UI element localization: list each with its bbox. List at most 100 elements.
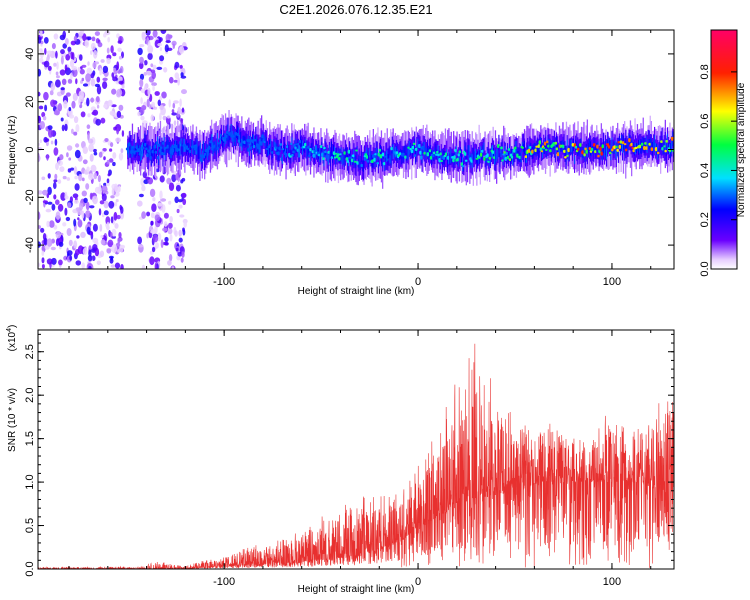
noise-blob bbox=[103, 156, 106, 161]
noise-blob bbox=[55, 231, 61, 239]
ridge-band bbox=[497, 149, 499, 159]
noise-blob bbox=[144, 60, 148, 66]
ridge-core bbox=[423, 151, 427, 155]
ridge-band bbox=[189, 143, 191, 153]
noise-blob bbox=[43, 37, 49, 44]
noise-blob bbox=[180, 257, 184, 263]
ridge-core bbox=[163, 152, 166, 156]
noise-blob bbox=[38, 142, 41, 147]
noise-blob bbox=[38, 115, 42, 124]
noise-blob bbox=[169, 233, 173, 242]
ridge-core bbox=[125, 147, 129, 151]
ridge-core bbox=[308, 154, 311, 158]
ridge-core bbox=[457, 153, 461, 157]
noise-blob bbox=[71, 128, 74, 134]
ridge-band bbox=[583, 146, 585, 158]
noise-blob bbox=[53, 110, 60, 116]
ridge-core bbox=[230, 134, 234, 138]
ridge-core bbox=[337, 153, 340, 157]
svg-text:(x104): (x104) bbox=[6, 325, 18, 352]
ridge-band bbox=[450, 149, 452, 163]
noise-blob bbox=[71, 68, 78, 77]
ridge-band bbox=[449, 153, 451, 165]
noise-blob bbox=[139, 78, 144, 88]
ridge-band bbox=[359, 161, 361, 170]
noise-blob bbox=[168, 200, 172, 205]
noise-blob bbox=[103, 33, 107, 38]
noise-blob bbox=[47, 201, 53, 205]
ridge-core bbox=[395, 151, 399, 155]
ridge-core bbox=[277, 151, 280, 156]
ridge-core bbox=[378, 148, 382, 152]
noise-blob bbox=[58, 259, 63, 266]
ridge-core bbox=[321, 152, 324, 157]
ridge-core bbox=[531, 149, 534, 154]
noise-blob bbox=[160, 239, 164, 249]
ridge-core bbox=[663, 145, 667, 148]
ridge-core bbox=[500, 146, 503, 150]
ridge-core bbox=[218, 137, 222, 140]
noise-blob bbox=[116, 214, 121, 220]
ridge-core bbox=[585, 149, 589, 154]
ridge-core bbox=[660, 140, 663, 144]
ridge-core bbox=[596, 144, 599, 149]
ridge-core bbox=[252, 145, 256, 149]
ridge-core bbox=[296, 148, 300, 152]
ridge-core bbox=[148, 149, 152, 153]
noise-blob bbox=[75, 124, 80, 133]
noise-blob bbox=[101, 193, 107, 202]
ridge-core bbox=[280, 156, 284, 162]
ridge-band bbox=[485, 159, 487, 170]
ridge-band bbox=[142, 142, 144, 157]
noise-blob bbox=[91, 111, 97, 116]
ridge-halo bbox=[144, 127, 146, 174]
ridge-core bbox=[643, 145, 646, 151]
noise-blob bbox=[159, 55, 165, 62]
noise-blob bbox=[38, 211, 41, 221]
noise-blob bbox=[150, 212, 155, 219]
noise-blob bbox=[41, 176, 46, 181]
ridge-core bbox=[437, 153, 440, 157]
noise-blob bbox=[86, 226, 91, 235]
ridge-core bbox=[518, 155, 522, 160]
noise-blob bbox=[164, 44, 169, 53]
noise-blob bbox=[39, 57, 44, 63]
ridge-core bbox=[193, 144, 196, 149]
ridge-band bbox=[288, 144, 290, 160]
noise-blob bbox=[173, 79, 179, 83]
noise-blob bbox=[171, 266, 175, 269]
noise-blob bbox=[69, 114, 75, 119]
noise-blob bbox=[67, 51, 71, 55]
ridge-core bbox=[219, 134, 223, 137]
noise-blob bbox=[100, 239, 106, 245]
noise-blob bbox=[178, 204, 183, 209]
noise-blob bbox=[117, 70, 121, 74]
ridge-band bbox=[495, 154, 497, 164]
ridge-band bbox=[342, 148, 344, 164]
noise-blob bbox=[112, 76, 118, 82]
ridge-core bbox=[351, 154, 355, 158]
ridge-band bbox=[480, 146, 482, 159]
noise-blob bbox=[152, 30, 158, 38]
noise-blob bbox=[118, 104, 124, 111]
ridge-core bbox=[241, 140, 244, 144]
ridge-core bbox=[664, 149, 668, 153]
noise-blob bbox=[93, 49, 98, 59]
ridge-band bbox=[370, 151, 372, 161]
ridge-core bbox=[162, 141, 165, 145]
noise-region bbox=[38, 30, 126, 269]
ridge-core bbox=[346, 160, 350, 163]
noise-blob bbox=[98, 208, 102, 216]
ridge-core bbox=[496, 144, 500, 148]
noise-blob bbox=[164, 242, 169, 246]
ridge-band bbox=[587, 142, 589, 153]
noise-blob bbox=[171, 109, 175, 114]
noise-blob bbox=[67, 46, 72, 53]
noise-blob bbox=[171, 112, 177, 116]
ridge-core bbox=[618, 144, 622, 149]
noise-blob bbox=[77, 217, 80, 221]
ridge-core bbox=[291, 154, 294, 157]
noise-blob bbox=[60, 49, 65, 55]
ridge-band bbox=[153, 150, 155, 159]
noise-blob bbox=[88, 138, 94, 144]
